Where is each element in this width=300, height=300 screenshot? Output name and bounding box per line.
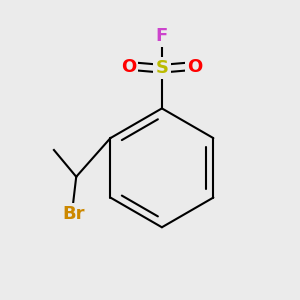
Text: O: O bbox=[121, 58, 136, 76]
Text: F: F bbox=[156, 27, 168, 45]
Text: Br: Br bbox=[62, 206, 85, 224]
Text: O: O bbox=[188, 58, 203, 76]
Text: S: S bbox=[155, 59, 168, 77]
